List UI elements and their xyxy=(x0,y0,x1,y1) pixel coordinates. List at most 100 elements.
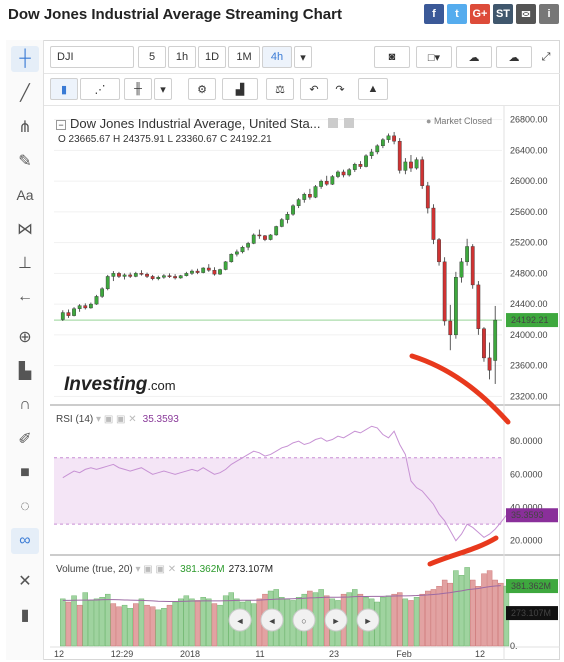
interval-dropdown-icon[interactable]: ▾ xyxy=(294,46,312,68)
template-dropdown-icon[interactable]: □▾ xyxy=(416,46,452,68)
legend-settings-icon[interactable] xyxy=(328,118,339,128)
ruler-icon[interactable]: ▙ xyxy=(18,363,32,380)
share-toolbar: f t G+ ST ✉ i xyxy=(424,4,559,24)
trash-icon[interactable]: ▮ xyxy=(20,607,30,624)
last-price-badge xyxy=(506,313,558,328)
settings-tools-icon[interactable]: ✕ xyxy=(18,573,32,590)
redo-icon[interactable]: ↷ xyxy=(328,78,352,100)
gear-icon[interactable]: ⚙ xyxy=(188,78,216,100)
candle-body xyxy=(240,247,245,253)
candle-body xyxy=(83,305,88,309)
legend-close-icon[interactable] xyxy=(343,118,354,128)
volume-bar xyxy=(447,582,453,647)
rsi-tick-label: 80.0000 xyxy=(510,436,543,446)
facebook-icon[interactable]: f xyxy=(424,4,444,24)
volume-bar xyxy=(458,575,465,647)
volume-bar xyxy=(318,589,324,647)
volume-badge-label: 381.362M xyxy=(511,581,551,591)
volume-bar xyxy=(127,608,133,647)
text-tool-icon[interactable]: Aa xyxy=(16,187,34,203)
twitter-icon[interactable]: t xyxy=(447,4,467,24)
candle-body xyxy=(251,234,256,244)
volume-bar xyxy=(441,579,448,647)
info-icon[interactable]: i xyxy=(539,4,559,24)
volume-bar xyxy=(470,579,476,647)
volume-bar xyxy=(105,593,111,647)
interval-4h[interactable]: 4h xyxy=(262,46,292,68)
candle-body xyxy=(94,296,99,305)
chart-type-icon[interactable]: ╫ xyxy=(124,78,152,100)
stocktwits-icon[interactable]: ST xyxy=(493,4,513,24)
nav-control-glyph: ○ xyxy=(301,616,306,626)
candle-body xyxy=(263,235,267,240)
volume-bar xyxy=(116,606,122,647)
volume-bar xyxy=(189,598,195,647)
trendline-tool-icon[interactable]: ╱ xyxy=(20,85,30,102)
volume-bar xyxy=(88,600,94,647)
pitchfork-tool-icon[interactable]: ⋔ xyxy=(18,119,32,136)
indicators-icon[interactable]: ▟ xyxy=(222,78,258,100)
legend-collapse-icon[interactable]: − xyxy=(56,120,66,130)
volume-bar xyxy=(425,590,431,647)
nav-control-button xyxy=(292,608,316,632)
price-tick-label: 25600.00 xyxy=(510,207,548,217)
candle-body xyxy=(128,274,133,277)
pattern-tool-icon[interactable]: ⋈ xyxy=(17,221,33,238)
alert-icon[interactable]: ▲ xyxy=(358,78,388,100)
nav-control-button xyxy=(260,608,284,632)
volume-bar xyxy=(397,592,403,647)
balance-icon[interactable]: ⚖ xyxy=(266,78,294,100)
fullscreen-icon[interactable]: ⤢ xyxy=(536,46,556,68)
chart-svg[interactable]: 26800.00 26400.00 26000.00 25600.00 25200.00… xyxy=(50,106,560,660)
candle-body xyxy=(352,164,357,170)
undo-icon[interactable]: ↶ xyxy=(300,78,328,100)
rsi-value-badge xyxy=(506,508,558,523)
brush-tool-icon[interactable]: ✎ xyxy=(18,153,32,170)
zoom-icon[interactable]: ⊕ xyxy=(18,329,32,346)
volume-bar xyxy=(144,604,150,647)
volume-ma-badge-label: 273.107M xyxy=(511,608,551,618)
camera-icon[interactable]: ◙ xyxy=(374,46,410,68)
candle-body xyxy=(72,308,76,316)
time-tick-label: 12 xyxy=(54,649,64,659)
interval-5[interactable]: 5 xyxy=(138,46,166,68)
volume-title: Volume (true, 20) xyxy=(56,564,133,575)
arrow-tool-icon[interactable]: ← xyxy=(17,288,33,305)
price-tick-label: 25200.00 xyxy=(510,238,548,248)
page-title: Dow Jones Industrial Average Streaming C… xyxy=(8,6,342,23)
symbol-input[interactable]: DJI xyxy=(50,46,134,68)
lock-icon[interactable]: ■ xyxy=(20,464,30,481)
candle-body xyxy=(173,276,178,279)
crosshair-tool-icon[interactable]: ┼ xyxy=(11,46,39,72)
email-icon[interactable]: ✉ xyxy=(516,4,536,24)
cloud-upload-icon[interactable]: ☁ xyxy=(496,46,532,68)
cloud-download-icon[interactable]: ☁ xyxy=(456,46,492,68)
candle-body xyxy=(100,288,105,297)
link-icon[interactable]: ∞ xyxy=(11,528,39,554)
interval-1h[interactable]: 1h xyxy=(168,46,196,68)
candle-body xyxy=(246,243,251,248)
pencil-lock-icon[interactable]: ✐ xyxy=(18,431,32,448)
interval-1m[interactable]: 1M xyxy=(228,46,260,68)
chart-type-dropdown-icon[interactable]: ▾ xyxy=(154,78,172,100)
magnet-icon[interactable]: ∩ xyxy=(19,396,31,413)
compare-icon[interactable]: ⋰ xyxy=(80,78,120,100)
candle-body xyxy=(117,273,121,277)
candle-body xyxy=(268,234,273,240)
candle-body xyxy=(66,312,71,316)
candles-icon[interactable]: ▮ xyxy=(50,78,78,100)
candle-body xyxy=(291,205,295,215)
candle-body xyxy=(369,151,374,156)
last-price-label: 24192.21 xyxy=(511,315,549,325)
candle-body xyxy=(319,180,323,187)
ohlc-readout: O 23665.67 H 24375.91 L 23360.67 C 24192… xyxy=(58,134,272,145)
candle-body xyxy=(156,277,161,279)
hide-icon[interactable]: ◌ xyxy=(20,498,30,515)
candle-body xyxy=(330,176,335,185)
rsi-tick-label: 60.0000 xyxy=(510,469,543,479)
candle-body xyxy=(487,357,492,371)
rsi-title: RSI (14) xyxy=(56,414,94,425)
googleplus-icon[interactable]: G+ xyxy=(470,4,490,24)
interval-1d[interactable]: 1D xyxy=(198,46,226,68)
measure-tool-icon[interactable]: ⊥ xyxy=(18,255,32,272)
